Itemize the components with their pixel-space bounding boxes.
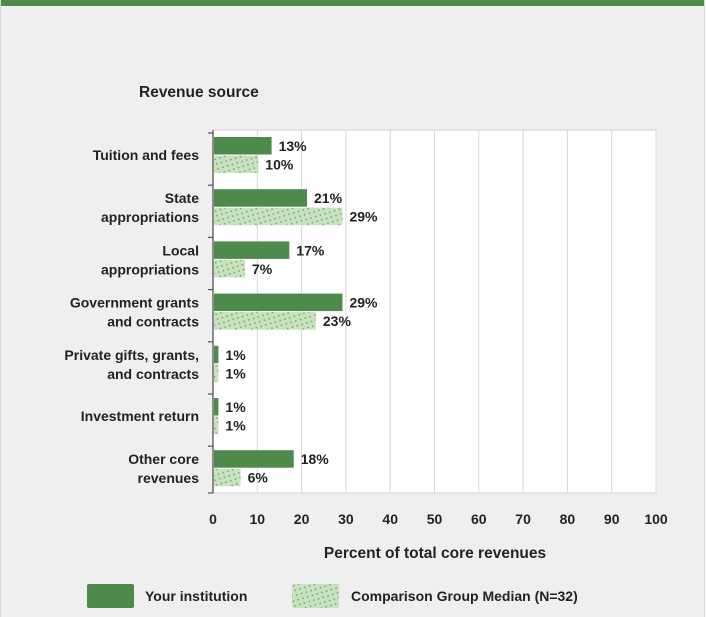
data-label: 6% — [248, 470, 269, 486]
data-label: 18% — [301, 451, 330, 467]
category-label-state-appropriations: State appropriations — [101, 190, 199, 225]
legend-label-comparison-median: Comparison Group Median (N=32) — [351, 588, 578, 604]
bar-your-institution-investment-return — [214, 398, 219, 416]
bar-your-institution-local-appropriations — [214, 241, 290, 259]
data-label: 1% — [225, 418, 246, 434]
category-label-other-core-revenues: Other core revenues — [128, 451, 199, 486]
x-tick-label: 50 — [427, 511, 443, 527]
category-label-tuition-and-fees: Tuition and fees — [93, 147, 200, 163]
data-label: 13% — [279, 138, 308, 154]
x-tick-label: 90 — [604, 511, 620, 527]
category-label-private-gifts-grants-and-contracts: Private gifts, grants, and contracts — [64, 347, 199, 382]
bar-comparison-median-investment-return — [214, 416, 219, 434]
x-tick-label: 70 — [515, 511, 531, 527]
x-tick-label: 40 — [382, 511, 398, 527]
legend-swatch-your-institution — [87, 584, 134, 608]
bar-comparison-median-local-appropriations — [214, 259, 246, 278]
bar-your-institution-tuition-and-fees — [214, 137, 272, 155]
bar-comparison-median-government-grants-and-contracts — [214, 312, 316, 330]
data-label: 29% — [349, 295, 378, 311]
x-tick-label: 60 — [471, 511, 487, 527]
header-accent-bar — [1, 0, 704, 6]
bar-comparison-median-tuition-and-fees — [214, 155, 259, 173]
data-label: 1% — [225, 365, 246, 381]
chart-title: Revenue source — [139, 84, 259, 101]
x-axis-title: Percent of total core revenues — [324, 545, 546, 562]
bar-comparison-median-state-appropriations — [214, 207, 343, 226]
data-label: 1% — [225, 347, 246, 363]
bar-your-institution-state-appropriations — [214, 189, 308, 207]
bar-comparison-median-private-gifts-grants-and-contracts — [214, 364, 219, 382]
legend-label-your-institution: Your institution — [145, 588, 247, 604]
x-tick-label: 30 — [338, 511, 354, 527]
legend-swatch-comparison-median — [292, 584, 339, 608]
data-label: 10% — [265, 157, 294, 173]
data-label: 1% — [225, 399, 246, 415]
x-tick-label: 10 — [250, 511, 266, 527]
data-label: 29% — [349, 209, 378, 225]
bar-comparison-median-other-core-revenues — [214, 468, 241, 487]
bar-your-institution-private-gifts-grants-and-contracts — [214, 345, 219, 364]
bar-your-institution-government-grants-and-contracts — [214, 293, 343, 312]
data-label: 23% — [323, 313, 352, 329]
x-tick-label: 0 — [209, 511, 217, 527]
category-label-government-grants-and-contracts: Government grants and contracts — [70, 295, 199, 330]
category-label-local-appropriations: Local appropriations — [101, 242, 199, 277]
category-label-investment-return: Investment return — [81, 408, 199, 424]
x-tick-label: 80 — [560, 511, 576, 527]
bar-your-institution-other-core-revenues — [214, 450, 294, 468]
data-label: 7% — [252, 261, 273, 277]
x-tick-label: 20 — [294, 511, 310, 527]
x-tick-label: 100 — [644, 511, 668, 527]
data-label: 17% — [296, 242, 325, 258]
data-label: 21% — [314, 190, 343, 206]
